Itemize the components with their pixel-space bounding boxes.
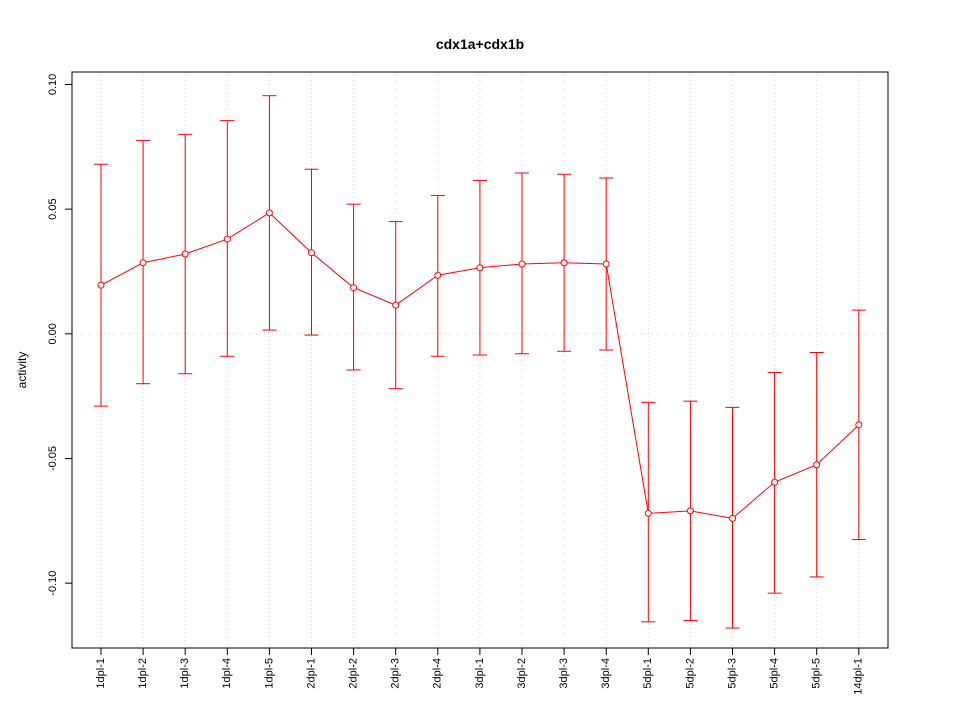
data-point [686, 507, 694, 515]
x-tick-label: 5dpl-3 [726, 658, 738, 689]
x-tick-label: 3dpl-3 [558, 658, 570, 689]
grid [72, 72, 888, 648]
axes: 1dpl-1 1dpl-2 1dpl-3 1dpl-4 1dpl-5 2dpl-1 2dpl… [47, 74, 865, 695]
data-point [729, 514, 736, 522]
x-tick-label: 1dpl-5 [263, 658, 275, 689]
data-point [181, 250, 189, 258]
series [94, 95, 866, 629]
data-point [350, 284, 358, 292]
data-point [265, 209, 273, 217]
y-tick-label: -0.10 [47, 571, 59, 596]
x-tick-label: 5dpl-2 [684, 658, 696, 689]
data-point [813, 461, 821, 469]
x-tick-label: 2dpl-4 [432, 658, 444, 689]
chart-title: cdx1a+cdx1b [436, 36, 524, 52]
x-tick-label: 1dpl-1 [95, 658, 107, 689]
data-point [139, 259, 147, 267]
x-tick-label: 1dpl-4 [221, 658, 233, 689]
y-tick-label: 0.05 [47, 198, 59, 219]
y-tick-label: 0.10 [47, 74, 59, 95]
data-point [434, 271, 442, 279]
x-tick-label: 3dpl-1 [474, 658, 486, 689]
data-point [518, 260, 526, 268]
data-point [308, 249, 315, 257]
x-tick-label: 14dpl-1 [853, 658, 865, 695]
x-tick-label: 5dpl-4 [769, 658, 781, 689]
y-axis-label: activity [15, 352, 29, 389]
data-point [855, 421, 863, 429]
data-point [560, 259, 568, 267]
x-tick-label: 2dpl-1 [305, 658, 317, 689]
x-tick-label: 5dpl-5 [811, 658, 823, 689]
data-point [223, 235, 231, 243]
y-tick-label: -0.05 [47, 446, 59, 471]
x-tick-label: 2dpl-3 [390, 658, 402, 689]
data-point [392, 301, 400, 309]
plot-frame [71, 71, 889, 649]
x-tick-label: 2dpl-2 [348, 658, 360, 689]
x-tick-label: 3dpl-4 [600, 658, 612, 689]
x-tick-label: 1dpl-3 [179, 658, 191, 689]
data-point [644, 509, 652, 517]
x-tick-label: 5dpl-1 [642, 658, 654, 689]
data-point [602, 260, 610, 268]
data-point [771, 478, 779, 486]
x-tick-label: 3dpl-2 [516, 658, 528, 689]
data-point [97, 281, 105, 289]
x-tick-label: 1dpl-2 [137, 658, 149, 689]
data-point [476, 264, 484, 272]
y-tick-label: 0.00 [47, 323, 59, 344]
